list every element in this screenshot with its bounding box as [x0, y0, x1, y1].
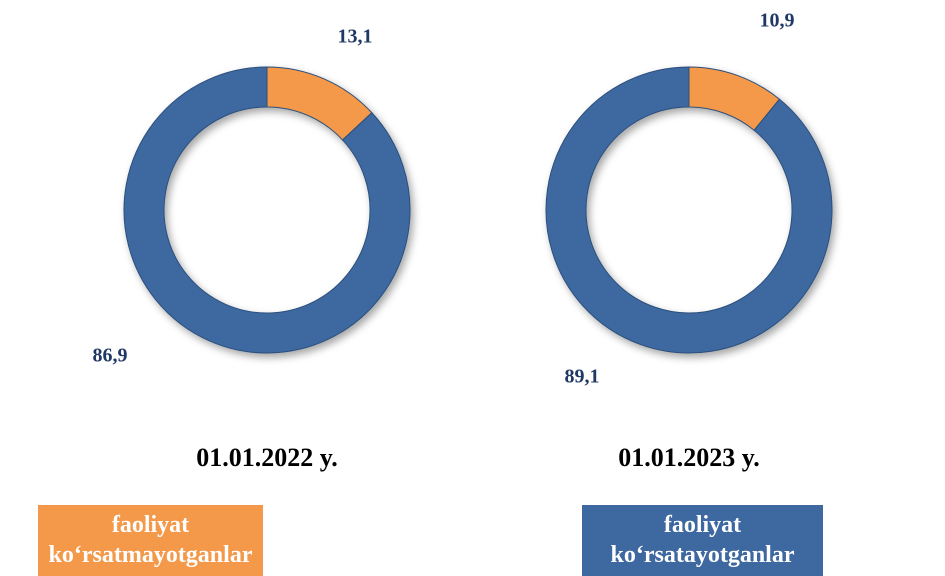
data-label: 10,9: [760, 10, 795, 32]
donut-slice: [123, 66, 411, 354]
legend-entry: faoliyat ko‘rsatmayotganlar: [38, 505, 263, 576]
donut-slice: [545, 66, 833, 354]
legend-entry: faoliyat ko‘rsatayotganlar: [582, 505, 823, 576]
chart-title: 01.01.2023 y.: [618, 443, 760, 472]
data-label: 13,1: [338, 26, 373, 48]
donut: [123, 66, 411, 354]
donut: [545, 66, 833, 354]
chart-title: 01.01.2022 y.: [196, 443, 338, 472]
data-label: 89,1: [565, 366, 600, 388]
data-label: 86,9: [93, 345, 128, 367]
